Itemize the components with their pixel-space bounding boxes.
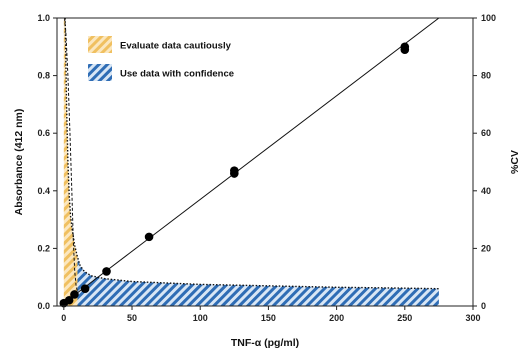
y-axis-title: Absorbance (412 nm) [13,109,25,216]
cv-fill-confidence [77,257,439,306]
absorbance-point [80,284,90,294]
x-tick-label: 300 [465,313,480,323]
y-tick-label: 0.4 [37,186,50,196]
y-tick-label: 0.8 [37,71,50,81]
y-tick-label: 1.0 [37,13,50,23]
absorbance-point [102,267,111,276]
legend: Evaluate data cautiously Use data with c… [88,36,234,81]
y2-axis-title: %CV [509,150,521,174]
y2-axis-ticks: 0 20 40 60 80 100 [473,13,496,311]
legend-label-confidence: Use data with confidence [120,69,234,80]
y-tick-label: 0.0 [37,301,50,311]
cv-fill-caution [63,18,78,306]
x-tick-label: 250 [397,313,412,323]
cv-curve [64,18,439,290]
x-tick-label: 0 [61,313,66,323]
y2-tick-label: 20 [481,243,491,253]
x-tick-label: 200 [329,313,344,323]
y-axis-ticks: 0.0 0.2 0.4 0.6 0.8 1.0 [37,13,57,311]
y-tick-label: 0.6 [37,128,50,138]
absorbance-point [144,232,154,242]
y2-tick-label: 0 [481,301,486,311]
y-tick-label: 0.2 [37,243,50,253]
legend-label-caution: Evaluate data cautiously [120,41,232,52]
x-axis-title: TNF-α (pg/ml) [231,337,299,349]
data-curves [63,18,440,304]
x-tick-label: 50 [127,313,137,323]
cv-region-fills [63,18,439,306]
legend-swatch-caution [88,36,112,53]
fit-line [63,18,440,304]
absorbance-point [400,42,410,52]
absorbance-point [70,290,79,299]
absorbance-points [59,42,410,308]
x-axis-ticks: 0 50 100 150 200 250 300 [61,306,481,323]
absorbance-point [230,166,239,175]
absorbance-point [64,295,74,305]
y2-tick-label: 100 [481,13,496,23]
x-tick-label: 100 [193,313,208,323]
y2-tick-label: 80 [481,71,491,81]
x-tick-label: 150 [261,313,276,323]
plot-frame [56,17,474,307]
y2-tick-label: 60 [481,128,491,138]
y2-tick-label: 40 [481,186,491,196]
legend-swatch-confidence [88,64,112,81]
